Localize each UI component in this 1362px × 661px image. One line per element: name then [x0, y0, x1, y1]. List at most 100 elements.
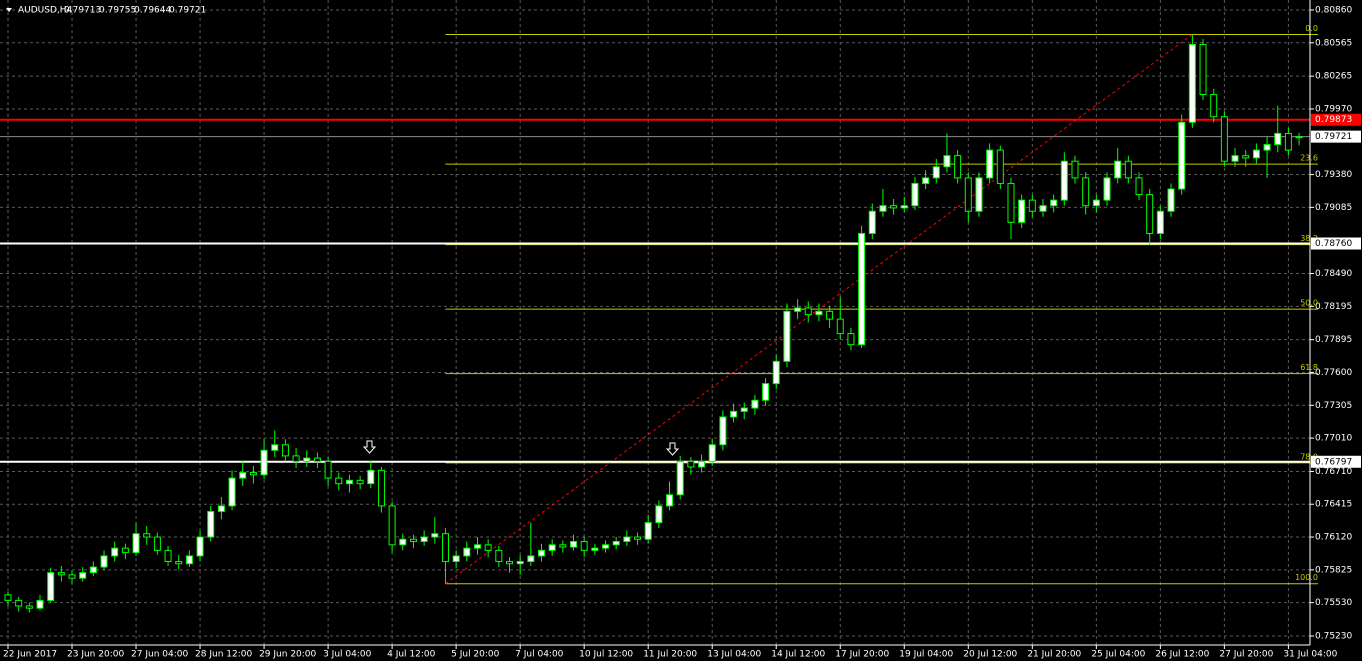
candle-body — [185, 555, 193, 565]
candle-body — [772, 360, 780, 385]
candle-body — [996, 149, 1004, 184]
candle-body — [1242, 155, 1250, 159]
candle-body — [367, 469, 375, 485]
candle-body — [1039, 205, 1047, 212]
candle-body — [602, 544, 610, 549]
y-tick-label: 0.77010 — [1315, 434, 1352, 444]
candle-body — [249, 472, 257, 476]
y-tick-label: 0.77305 — [1315, 401, 1352, 411]
y-tick-label: 0.77600 — [1315, 368, 1352, 378]
candle-body — [943, 155, 951, 168]
candle-body — [751, 399, 759, 409]
candle-body — [1156, 210, 1164, 234]
candle-body — [1060, 160, 1068, 201]
candle-body — [505, 561, 513, 565]
candle-body — [1178, 121, 1186, 190]
candle-body — [388, 505, 396, 546]
price-label-box — [1311, 455, 1361, 468]
candle-body — [473, 544, 481, 549]
candle-body — [1082, 177, 1090, 207]
candle-body — [794, 307, 802, 312]
x-tick-label: 17 Jul 20:00 — [835, 650, 889, 660]
y-tick-label: 0.80265 — [1315, 72, 1352, 82]
candle-body — [1263, 144, 1271, 151]
candle-body — [1092, 199, 1100, 207]
candle-body — [463, 547, 471, 557]
x-tick-label: 26 Jul 12:00 — [1155, 650, 1209, 660]
candle-body — [1188, 43, 1196, 123]
y-tick-label: 0.80860 — [1315, 6, 1352, 16]
x-tick-label: 28 Jun 12:00 — [195, 650, 252, 660]
candle-body — [79, 572, 87, 579]
candle-body — [153, 536, 161, 551]
y-tick-label: 0.79085 — [1315, 203, 1352, 213]
candle-body — [271, 444, 279, 451]
candle-body — [687, 460, 695, 468]
y-tick-label: 0.75230 — [1315, 632, 1352, 642]
candle-body — [1103, 177, 1111, 201]
candle-body — [570, 540, 578, 548]
candle-body — [335, 477, 343, 485]
y-tick-label: 0.76415 — [1315, 500, 1352, 510]
y-tick-label: 0.79970 — [1315, 104, 1352, 114]
candle-body — [975, 177, 983, 212]
y-tick-label: 0.78490 — [1315, 269, 1352, 279]
candle-body — [1252, 149, 1260, 159]
candle-body — [858, 232, 866, 346]
candle-body — [986, 149, 994, 179]
candle-body — [964, 177, 972, 212]
candle-body — [36, 599, 44, 609]
symbol-title: AUDUSD,H4 — [18, 6, 73, 16]
candle-body — [452, 555, 460, 563]
candle-body — [516, 561, 524, 565]
candle-body — [804, 307, 812, 316]
x-tick-label: 20 Jul 12:00 — [963, 650, 1017, 660]
candle-body — [815, 310, 823, 316]
candle-body — [1274, 132, 1282, 146]
candle-body — [164, 549, 172, 563]
x-tick-label: 5 Jul 20:00 — [451, 650, 500, 660]
fib-label: 100.0 — [1295, 573, 1318, 582]
candle-body — [836, 318, 844, 335]
candle-body — [420, 536, 428, 542]
candle-body — [1028, 199, 1036, 212]
x-tick-label: 27 Jul 20:00 — [1219, 650, 1273, 660]
candle-body — [1146, 194, 1154, 234]
candle-body — [922, 177, 930, 184]
candle-body — [591, 547, 599, 551]
candle-body — [879, 205, 887, 212]
candle-body — [559, 544, 567, 548]
candle-body — [47, 572, 55, 601]
x-tick-label: 25 Jul 04:00 — [1091, 650, 1145, 660]
price-label: 0.78760 — [1315, 239, 1352, 249]
y-tick-label: 0.77895 — [1315, 335, 1352, 345]
y-tick-label: 0.75825 — [1315, 565, 1352, 575]
candle-body — [260, 449, 268, 476]
fib-label: 50.0 — [1300, 299, 1318, 308]
candle-body — [1124, 160, 1132, 179]
candle-body — [281, 444, 289, 457]
header-open: 0.79713 — [64, 6, 101, 16]
price-label-box — [1311, 113, 1361, 126]
price-label: 0.76797 — [1315, 457, 1352, 467]
menu-triangle[interactable] — [6, 8, 12, 12]
fib-label: 61.8 — [1300, 363, 1318, 372]
x-tick-label: 10 Jul 12:00 — [579, 650, 633, 660]
candle-body — [239, 472, 247, 479]
candle-body — [217, 505, 225, 512]
plot — [0, 33, 1318, 613]
y-tick-label: 0.76710 — [1315, 467, 1352, 477]
candle-body — [847, 333, 855, 346]
candle-body — [911, 182, 919, 207]
candle-body — [1007, 182, 1015, 223]
fib-label: 23.6 — [1300, 154, 1318, 163]
price-label-box — [1311, 237, 1361, 250]
header-low: 0.79644 — [134, 6, 171, 16]
candle-body — [666, 494, 674, 507]
candle-body — [143, 533, 151, 538]
price-label: 0.79873 — [1315, 115, 1352, 125]
candle-body — [132, 533, 140, 554]
candle-body — [57, 572, 65, 576]
